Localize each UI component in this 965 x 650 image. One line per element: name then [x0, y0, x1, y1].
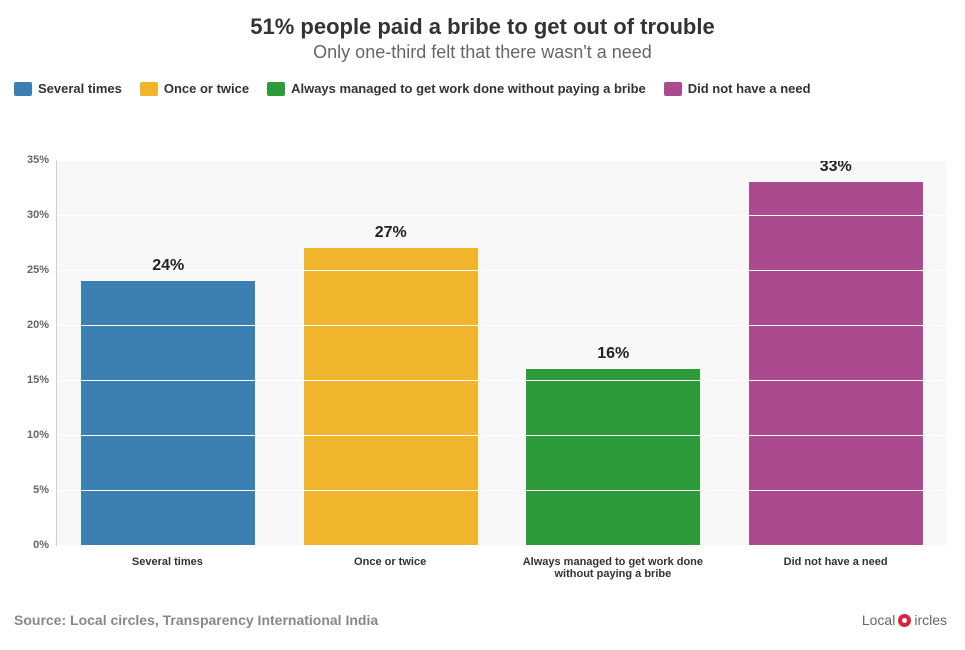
- chart-title: 51% people paid a bribe to get out of tr…: [0, 0, 965, 40]
- gridline: [57, 270, 947, 271]
- bar-slot: 33%: [725, 160, 948, 545]
- x-tick-label: Always managed to get work done without …: [502, 556, 725, 580]
- y-tick-label: 15%: [27, 374, 57, 386]
- plot-area: 24% 27% 16% 33% 0%5%10%15%20%25%30%35%: [56, 160, 947, 546]
- bar-slot: 24%: [57, 160, 280, 545]
- chart-container: 51% people paid a bribe to get out of tr…: [0, 0, 965, 650]
- bar-several-times: 24%: [81, 281, 255, 545]
- bar-value-label: 24%: [152, 257, 184, 275]
- gridline: [57, 325, 947, 326]
- brand-circle-icon: [898, 614, 911, 627]
- legend-label: Several times: [38, 81, 122, 96]
- y-tick-label: 10%: [27, 429, 57, 441]
- legend-swatch: [14, 82, 32, 96]
- legend-item: Always managed to get work done without …: [267, 81, 646, 96]
- y-tick-label: 5%: [33, 484, 57, 496]
- brand-suffix: ircles: [914, 612, 947, 628]
- legend-swatch: [267, 82, 285, 96]
- legend-item: Once or twice: [140, 81, 249, 96]
- gridline: [57, 380, 947, 381]
- bar-no-bribe: 16%: [526, 369, 700, 545]
- gridline: [57, 215, 947, 216]
- legend-swatch: [664, 82, 682, 96]
- y-tick-label: 35%: [27, 154, 57, 166]
- gridline: [57, 435, 947, 436]
- legend-label: Always managed to get work done without …: [291, 81, 646, 96]
- chart-subtitle: Only one-third felt that there wasn't a …: [0, 42, 965, 63]
- y-tick-label: 20%: [27, 319, 57, 331]
- gridline: [57, 545, 947, 546]
- bar-slot: 16%: [502, 160, 725, 545]
- y-tick-label: 30%: [27, 209, 57, 221]
- bar-value-label: 16%: [597, 345, 629, 363]
- legend-item: Several times: [14, 81, 122, 96]
- x-axis: Several times Once or twice Always manag…: [56, 556, 947, 580]
- legend-label: Did not have a need: [688, 81, 811, 96]
- gridline: [57, 160, 947, 161]
- legend-item: Did not have a need: [664, 81, 811, 96]
- bar-value-label: 27%: [375, 224, 407, 242]
- y-tick-label: 0%: [33, 539, 57, 551]
- y-tick-label: 25%: [27, 264, 57, 276]
- legend-label: Once or twice: [164, 81, 249, 96]
- legend-swatch: [140, 82, 158, 96]
- bar-slot: 27%: [280, 160, 503, 545]
- x-tick-label: Did not have a need: [724, 556, 947, 580]
- source-text: Source: Local circles, Transparency Inte…: [14, 612, 378, 628]
- x-tick-label: Once or twice: [279, 556, 502, 580]
- bar-once-or-twice: 27%: [304, 248, 478, 545]
- gridline: [57, 490, 947, 491]
- bars-group: 24% 27% 16% 33%: [57, 160, 947, 545]
- x-tick-label: Several times: [56, 556, 279, 580]
- brand-prefix: Local: [862, 612, 895, 628]
- brand-logo: Local ircles: [862, 612, 947, 628]
- legend: Several times Once or twice Always manag…: [0, 63, 965, 106]
